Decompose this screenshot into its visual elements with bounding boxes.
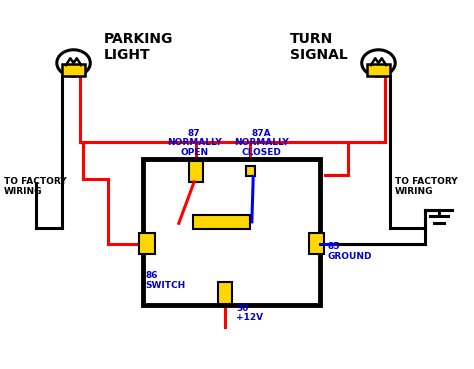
Text: 87
NORMALLY
OPEN: 87 NORMALLY OPEN <box>167 129 221 157</box>
Text: PARKING
LIGHT: PARKING LIGHT <box>104 32 173 62</box>
Bar <box>367 64 390 76</box>
Text: 87A
NORMALLY
CLOSED: 87A NORMALLY CLOSED <box>234 129 289 157</box>
Bar <box>143 159 320 306</box>
Text: 30
+12V: 30 +12V <box>237 304 264 322</box>
Bar <box>193 214 249 229</box>
Text: TURN
SIGNAL: TURN SIGNAL <box>290 32 348 62</box>
Text: 85
GROUND: 85 GROUND <box>327 242 372 261</box>
Bar <box>62 64 85 76</box>
Bar <box>218 282 232 304</box>
Text: TO FACTORY
WIRING: TO FACTORY WIRING <box>4 177 66 196</box>
Text: TO FACTORY
WIRING: TO FACTORY WIRING <box>395 177 457 196</box>
Bar <box>246 166 255 176</box>
Text: 86
SWITCH: 86 SWITCH <box>146 271 186 290</box>
Bar <box>309 233 325 255</box>
Bar <box>139 233 155 255</box>
Bar <box>190 161 203 182</box>
